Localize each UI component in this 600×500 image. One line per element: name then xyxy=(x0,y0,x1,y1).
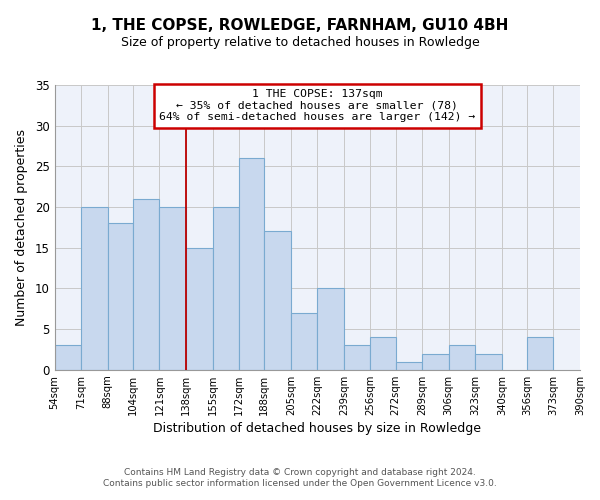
Text: Contains HM Land Registry data © Crown copyright and database right 2024.
Contai: Contains HM Land Registry data © Crown c… xyxy=(103,468,497,487)
Y-axis label: Number of detached properties: Number of detached properties xyxy=(15,129,28,326)
Bar xyxy=(422,354,449,370)
Text: 1, THE COPSE, ROWLEDGE, FARNHAM, GU10 4BH: 1, THE COPSE, ROWLEDGE, FARNHAM, GU10 4B… xyxy=(91,18,509,32)
Text: Size of property relative to detached houses in Rowledge: Size of property relative to detached ho… xyxy=(121,36,479,49)
Bar xyxy=(239,158,264,370)
Bar xyxy=(212,207,239,370)
Bar xyxy=(370,338,395,370)
Bar xyxy=(55,346,81,370)
Bar xyxy=(475,354,502,370)
Bar xyxy=(344,346,370,370)
Bar xyxy=(108,224,133,370)
Bar xyxy=(395,362,422,370)
Bar xyxy=(160,207,186,370)
Bar xyxy=(186,248,212,370)
Bar xyxy=(291,313,317,370)
Bar xyxy=(264,232,291,370)
X-axis label: Distribution of detached houses by size in Rowledge: Distribution of detached houses by size … xyxy=(154,422,481,435)
Bar xyxy=(81,207,108,370)
Bar xyxy=(317,288,344,370)
Text: 1 THE COPSE: 137sqm
← 35% of detached houses are smaller (78)
64% of semi-detach: 1 THE COPSE: 137sqm ← 35% of detached ho… xyxy=(159,90,475,122)
Bar xyxy=(133,199,160,370)
Bar xyxy=(527,338,553,370)
Bar xyxy=(449,346,475,370)
